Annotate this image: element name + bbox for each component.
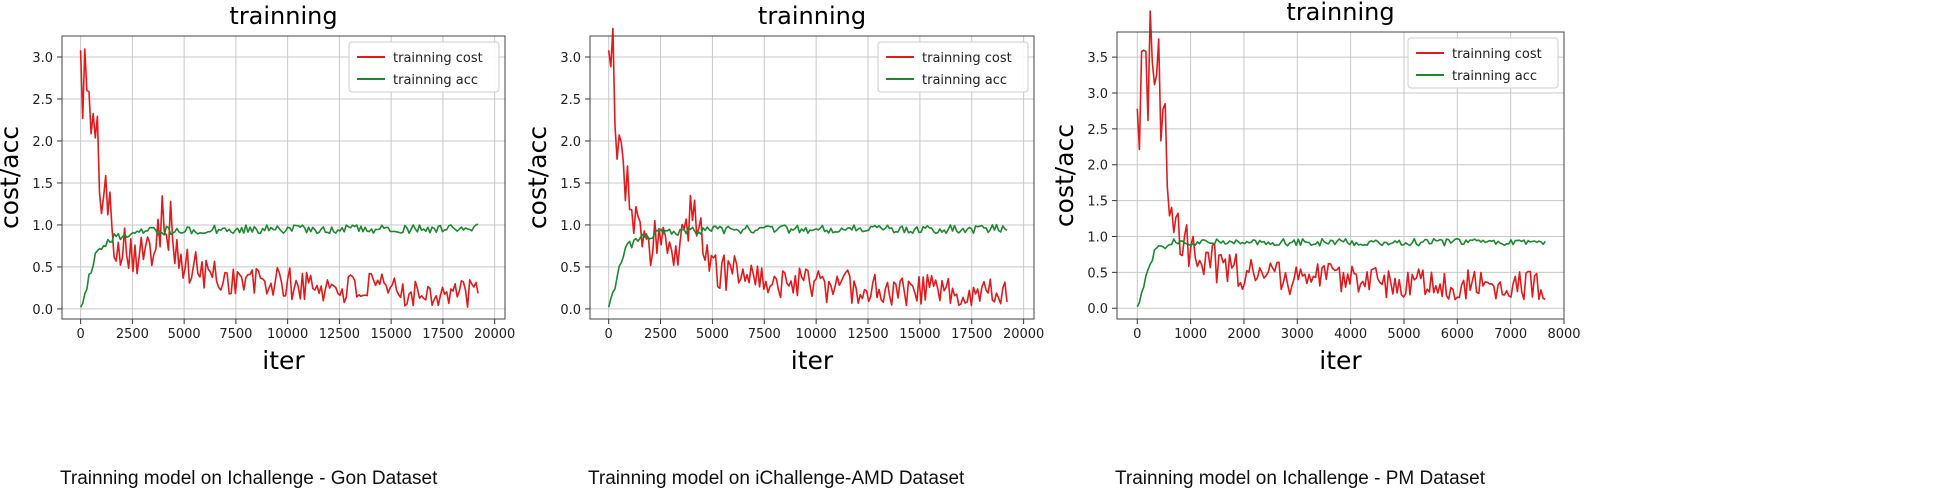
plot-frame (1116, 31, 1565, 320)
x-tick-label: 10000 (267, 327, 308, 342)
y-tick-label: 0.5 (1087, 266, 1108, 281)
y-axis-label: cost/acc (523, 126, 552, 229)
x-axis-label: iter (262, 346, 305, 375)
x-tick-label: 12500 (847, 327, 888, 342)
x-tick-label: 5000 (168, 327, 201, 342)
plot-frame (61, 35, 506, 320)
x-tick-label: 4000 (1334, 327, 1367, 342)
x-tick-label: 20000 (1003, 327, 1044, 342)
x-tick-label: 20000 (474, 327, 515, 342)
y-tick-label: 3.0 (1087, 87, 1108, 102)
y-tick-label: 2.5 (1087, 123, 1108, 138)
grid (590, 36, 1034, 319)
x-tick-label: 7000 (1494, 327, 1527, 342)
plot-frame (589, 35, 1035, 320)
y-tick-label: 0.0 (32, 303, 53, 318)
x-tick-label: 2500 (644, 327, 677, 342)
chart-panel-amd: trainning 0 2500 5000 7500 10000 12500 15000 175… (523, 2, 1044, 489)
legend-label: trainning cost (393, 51, 483, 66)
x-tick-label: 7500 (748, 327, 781, 342)
legend-label: trainning cost (1452, 47, 1542, 62)
x-tick-label: 3000 (1281, 327, 1314, 342)
x-tick-label: 5000 (1387, 327, 1420, 342)
x-tick-label: 0 (605, 327, 613, 342)
x-axis-label: iter (1319, 346, 1362, 375)
x-tick-label: 15000 (370, 327, 411, 342)
series-line-cost (607, 27, 1008, 307)
legend: trainning cost trainning acc (877, 41, 1029, 93)
y-tick-label: 3.0 (560, 51, 581, 66)
series-line-cost (79, 48, 479, 308)
y-tick-label: 3.5 (1087, 51, 1108, 66)
x-tick-label: 6000 (1441, 327, 1474, 342)
chart-svg-gon: trainning 0 2500 5000 7500 10000 12500 15000 175… (0, 2, 515, 375)
y-tick-label: 0.0 (560, 303, 581, 318)
y-axis-label: cost/acc (0, 126, 24, 229)
legend-label: trainning acc (922, 73, 1007, 88)
y-tick-label: 1.0 (560, 219, 581, 234)
y-tick-label: 2.0 (560, 135, 581, 150)
x-tick-label: 17500 (951, 327, 992, 342)
chart-title: trainning (758, 2, 866, 30)
x-tick-label: 15000 (899, 327, 940, 342)
y-tick-label: 1.0 (1087, 230, 1108, 245)
x-tick-label: 1000 (1174, 327, 1207, 342)
x-tick-label: 5000 (696, 327, 729, 342)
legend-label: trainning cost (922, 51, 1012, 66)
y-tick-label: 1.5 (32, 177, 53, 192)
legend-box (348, 41, 500, 93)
y-tick-label: 1.5 (560, 177, 581, 192)
x-tick-label: 10000 (795, 327, 836, 342)
y-tick-label: 2.0 (1087, 159, 1108, 174)
series-line-acc (79, 223, 479, 308)
y-axis-label: cost/acc (1050, 124, 1079, 227)
x-tick-label: 0 (76, 327, 84, 342)
legend-label: trainning acc (393, 73, 478, 88)
x-tick-label: 17500 (422, 327, 463, 342)
legend: trainning cost trainning acc (348, 41, 500, 93)
y-tick-label: 3.0 (32, 51, 53, 66)
y-tick-label: 2.5 (32, 93, 53, 108)
y-tick-label: 0.5 (32, 261, 53, 276)
series-line-acc (607, 223, 1008, 308)
chart-caption: Trainning model on iChallenge-AMD Datase… (588, 468, 965, 489)
chart-title: trainning (1286, 0, 1394, 26)
legend-box (1407, 37, 1559, 89)
y-tick-label: 0.5 (560, 261, 581, 276)
y-tick-label: 2.0 (32, 135, 53, 150)
x-tick-label: 12500 (319, 327, 360, 342)
chart-title: trainning (229, 2, 337, 30)
x-tick-label: 8000 (1547, 327, 1580, 342)
y-tick-label: 1.0 (32, 219, 53, 234)
y-tick-label: 1.5 (1087, 195, 1108, 210)
y-tick-label: 0.0 (1087, 302, 1108, 317)
x-tick-label: 2500 (116, 327, 149, 342)
legend-box (877, 41, 1029, 93)
x-axis-label: iter (791, 346, 834, 375)
x-tick-label: 2000 (1227, 327, 1260, 342)
chart-caption: Trainning model on Ichallenge - PM Datas… (1115, 468, 1485, 489)
legend: trainning cost trainning acc (1407, 37, 1559, 89)
y-tick-label: 2.5 (560, 93, 581, 108)
x-tick-label: 0 (1133, 327, 1141, 342)
chart-caption: Trainning model on Ichallenge - Gon Data… (60, 468, 438, 489)
legend-label: trainning acc (1452, 69, 1537, 84)
x-tick-label: 7500 (219, 327, 252, 342)
chart-svg-amd: trainning 0 2500 5000 7500 10000 12500 15000 175… (523, 2, 1044, 375)
chart-panel-gon: trainning 0 2500 5000 7500 10000 12500 15000 175… (0, 0, 648, 499)
series-line-acc (1136, 237, 1546, 308)
series-line-cost (1136, 10, 1546, 301)
